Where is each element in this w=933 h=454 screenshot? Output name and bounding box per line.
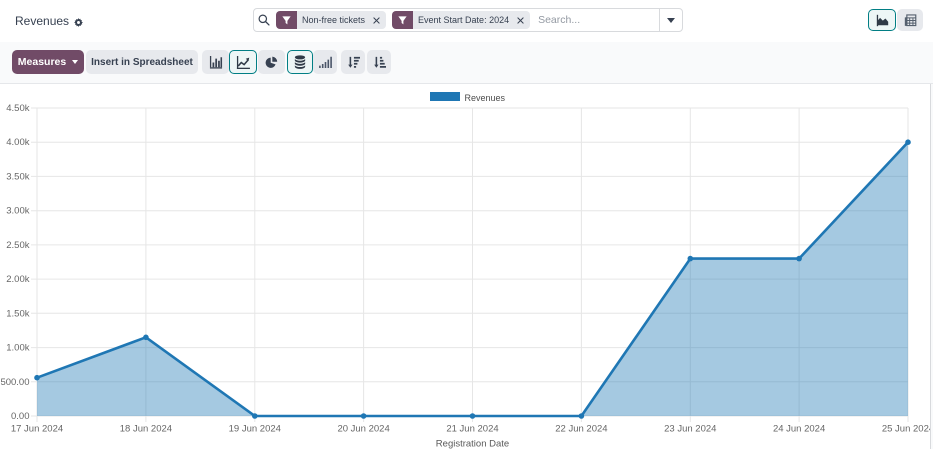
- svg-text:Revenues: Revenues: [465, 93, 506, 103]
- svg-text:19 Jun 2024: 19 Jun 2024: [229, 424, 281, 435]
- svg-text:20 Jun 2024: 20 Jun 2024: [337, 424, 389, 435]
- svg-text:3.50k: 3.50k: [6, 171, 29, 182]
- svg-text:500.00: 500.00: [0, 377, 29, 388]
- svg-text:4.50k: 4.50k: [6, 103, 29, 114]
- svg-text:3.00k: 3.00k: [6, 206, 29, 217]
- svg-text:17 Jun 2024: 17 Jun 2024: [11, 424, 63, 435]
- svg-text:1.50k: 1.50k: [6, 308, 29, 319]
- svg-text:4.00k: 4.00k: [6, 137, 29, 148]
- svg-text:25 Jun 2024: 25 Jun 2024: [882, 424, 933, 435]
- svg-text:1.00k: 1.00k: [6, 343, 29, 354]
- svg-text:0.00: 0.00: [11, 411, 30, 422]
- svg-text:23 Jun 2024: 23 Jun 2024: [664, 424, 716, 435]
- svg-text:2.00k: 2.00k: [6, 274, 29, 285]
- svg-text:18 Jun 2024: 18 Jun 2024: [120, 424, 172, 435]
- svg-text:Registration Date: Registration Date: [436, 439, 509, 450]
- svg-text:22 Jun 2024: 22 Jun 2024: [555, 424, 607, 435]
- svg-text:21 Jun 2024: 21 Jun 2024: [446, 424, 498, 435]
- svg-text:24 Jun 2024: 24 Jun 2024: [773, 424, 825, 435]
- svg-text:2.50k: 2.50k: [6, 240, 29, 251]
